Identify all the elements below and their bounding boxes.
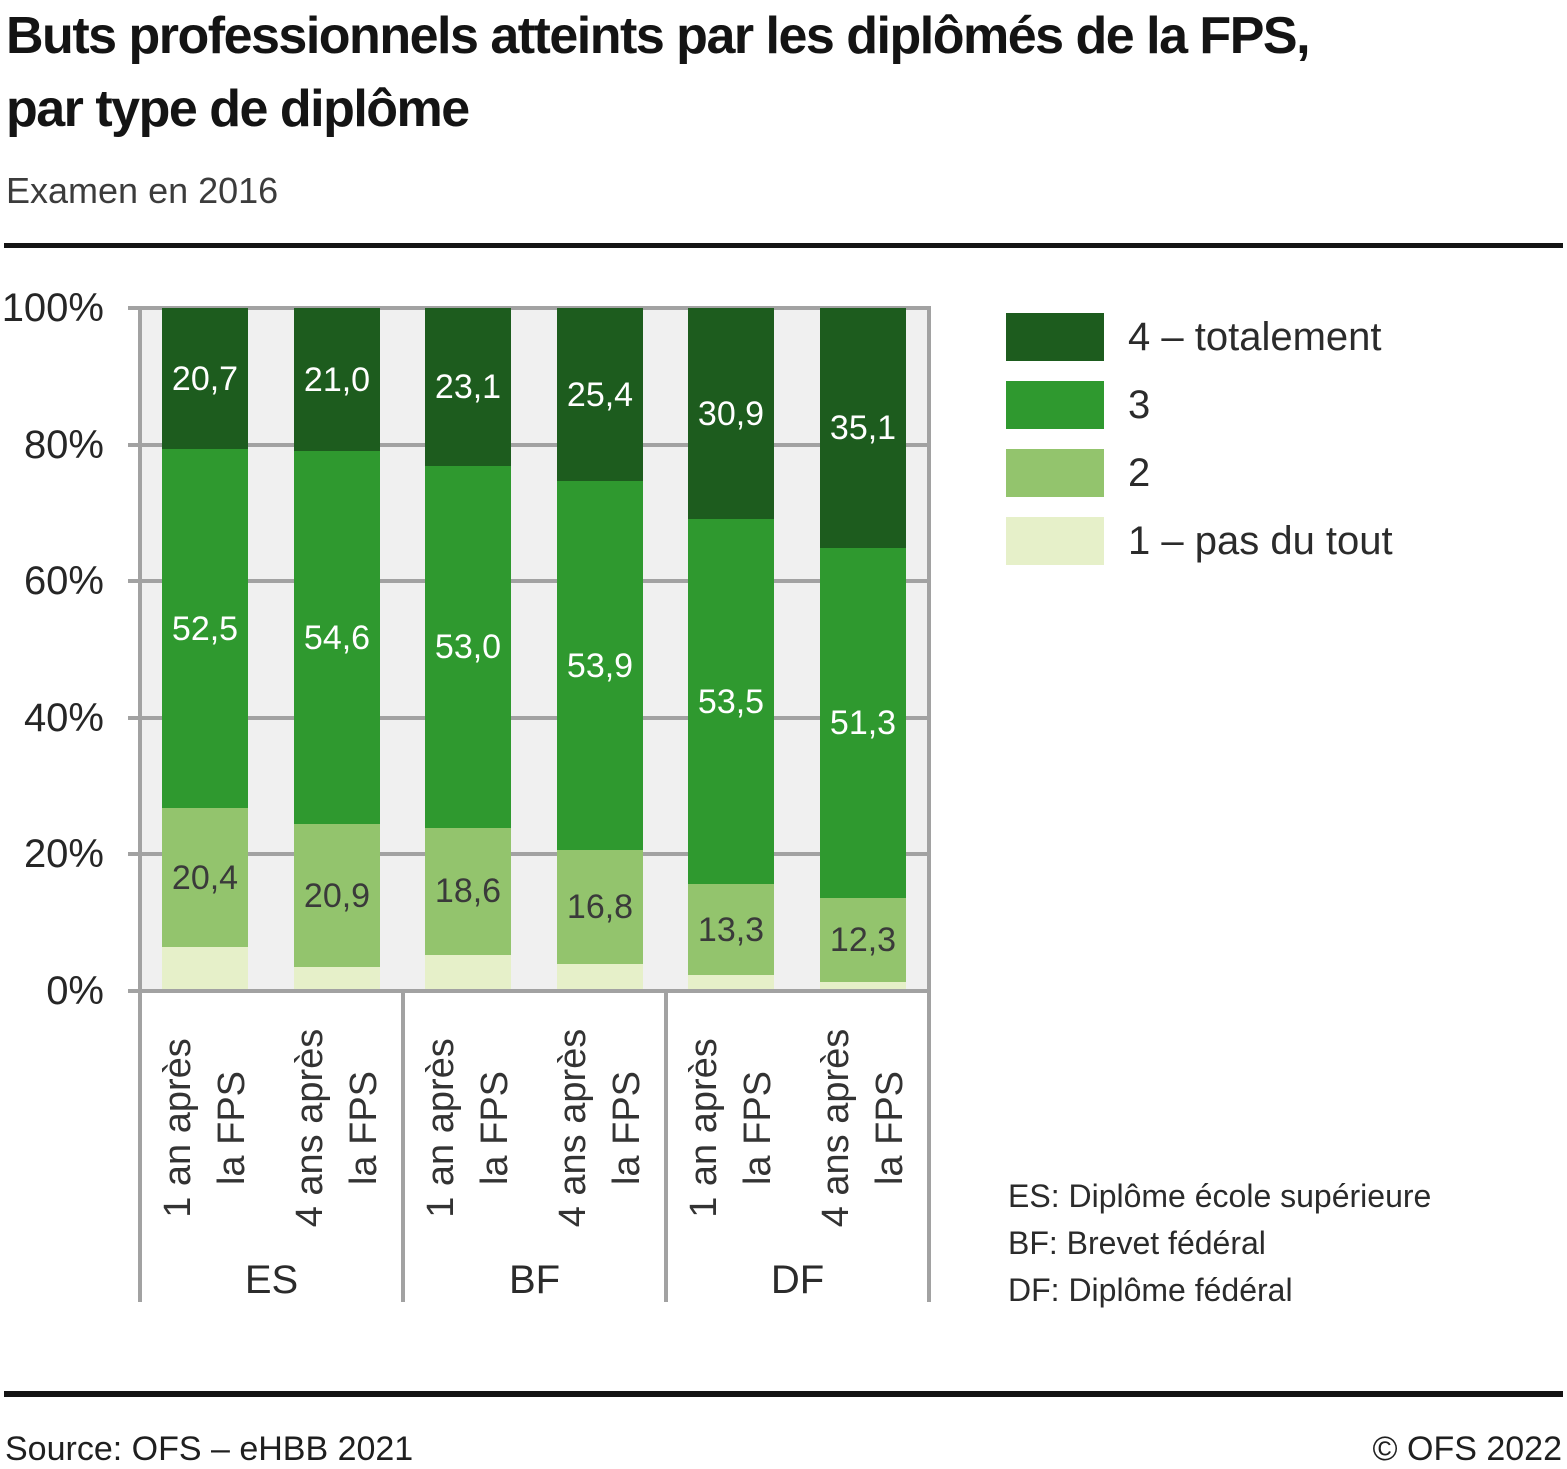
y-tick-label: 0% xyxy=(46,969,104,1013)
bar-segment xyxy=(820,898,906,983)
y-tick-label: 20% xyxy=(23,832,104,877)
bar-segment xyxy=(688,975,774,991)
bar-segment xyxy=(162,947,248,991)
legend-swatch xyxy=(1006,449,1104,497)
bar-segment xyxy=(688,884,774,976)
gridline xyxy=(128,579,931,584)
bar-segment xyxy=(294,308,380,452)
bar-value-label: 52,5 xyxy=(171,609,239,648)
bar-segment xyxy=(294,967,380,991)
bar-value-label: 53,5 xyxy=(697,682,765,721)
bar-value-label: 12,3 xyxy=(829,921,897,960)
group-label: BF xyxy=(508,1258,561,1302)
header-rule xyxy=(4,243,1563,248)
bar-segment xyxy=(162,449,248,808)
group-label: DF xyxy=(770,1258,825,1302)
bar-segment xyxy=(162,807,248,948)
page-title: Buts professionnels atteints par les dip… xyxy=(6,0,1566,146)
group-divider xyxy=(401,991,405,1302)
page-title-line-1: Buts professionnels atteints par les dip… xyxy=(6,7,1311,65)
legend-swatch xyxy=(1006,313,1104,361)
bar-segment xyxy=(557,849,643,965)
bar-value-label: 35,1 xyxy=(829,408,897,447)
page-title-line-2: par type de diplôme xyxy=(6,80,470,138)
bar-value-label: 20,9 xyxy=(303,876,371,915)
legend-label: 4 – totalement xyxy=(1128,315,1382,359)
legend-swatch xyxy=(1006,517,1104,565)
note-line: ES: Diplôme école supérieure xyxy=(1008,1178,1432,1214)
group-divider xyxy=(927,991,931,1302)
x-axis-line xyxy=(128,989,931,993)
note-line: DF: Diplôme fédéral xyxy=(1008,1272,1293,1308)
y-tick-label: 60% xyxy=(23,559,104,604)
gridline xyxy=(128,715,931,720)
note-line: BF: Brevet fédéral xyxy=(1008,1225,1266,1261)
footer-rule xyxy=(4,1391,1563,1397)
legend-swatch xyxy=(1006,381,1104,429)
bar-segment xyxy=(425,465,511,828)
footer-copyright: © OFS 2022 xyxy=(1372,1430,1562,1468)
y-tick-label: 80% xyxy=(23,422,104,467)
gridline xyxy=(128,852,931,857)
bar-value-label: 13,3 xyxy=(697,910,765,949)
bar-segment xyxy=(820,308,906,548)
bar-segment xyxy=(557,964,643,991)
bar-value-label: 54,6 xyxy=(303,618,371,657)
bar-segment xyxy=(425,954,511,991)
plot-background xyxy=(140,308,929,991)
legend-label: 3 xyxy=(1128,383,1151,427)
bar-value-label: 53,9 xyxy=(566,646,634,685)
legend-label: 2 xyxy=(1128,451,1151,495)
bar-value-label: 20,4 xyxy=(171,858,239,897)
bar-value-label: 18,6 xyxy=(434,872,502,911)
bar-value-label: 23,1 xyxy=(434,367,502,406)
group-label: ES xyxy=(244,1258,299,1302)
plot-border-left xyxy=(138,306,142,993)
bar-value-label: 30,9 xyxy=(697,394,765,433)
footer-source: Source: OFS – eHBB 2021 xyxy=(5,1430,414,1468)
group-divider xyxy=(664,991,668,1302)
bar-value-label: 53,0 xyxy=(434,627,502,666)
bar-value-label: 51,3 xyxy=(829,703,897,742)
bar-segment xyxy=(557,481,643,850)
legend-label: 1 – pas du tout xyxy=(1128,519,1393,563)
group-divider xyxy=(138,991,142,1302)
bar-segment xyxy=(294,451,380,825)
bar-value-label: 25,4 xyxy=(566,375,634,414)
bar-segment xyxy=(688,519,774,885)
bar-segment xyxy=(425,308,511,466)
bar-segment xyxy=(688,308,774,520)
bar-value-label: 20,7 xyxy=(171,359,239,398)
bar-segment xyxy=(820,547,906,899)
bar-segment xyxy=(162,308,248,450)
bar-segment xyxy=(425,827,511,955)
y-tick-label: 40% xyxy=(23,695,104,740)
plot-border-right xyxy=(927,306,931,993)
bar-segment xyxy=(557,308,643,482)
bar-value-label: 16,8 xyxy=(566,887,634,926)
y-tick-label: 100% xyxy=(1,286,104,330)
gridline xyxy=(128,306,931,310)
bar-segment xyxy=(820,982,906,991)
gridline xyxy=(128,442,931,447)
page-subtitle: Examen en 2016 xyxy=(6,170,279,211)
bar-value-label: 21,0 xyxy=(303,360,371,399)
bar-segment xyxy=(294,824,380,968)
